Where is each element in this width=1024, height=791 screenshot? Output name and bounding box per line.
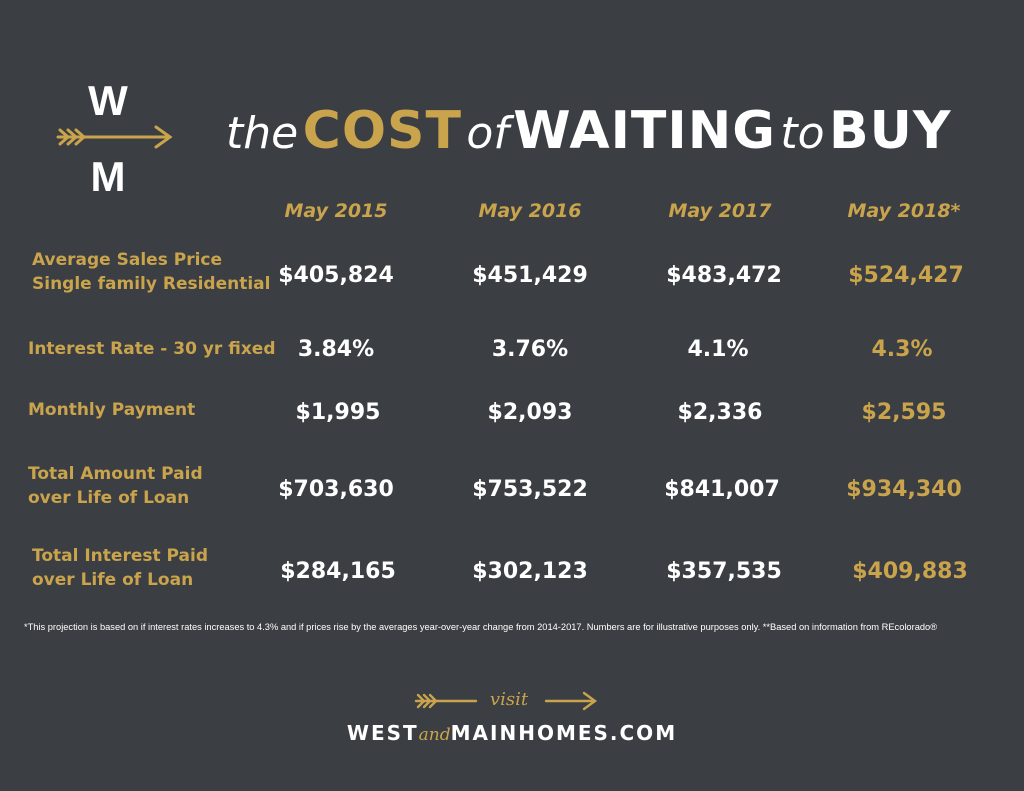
table-cell: $753,522 [472,477,588,502]
visit-banner: visit [414,686,604,716]
row-label: Monthly Payment [28,400,196,420]
table-cell: 3.84% [297,337,375,362]
visit-label: visit [489,689,529,710]
table-cell: $284,165 [280,559,396,584]
title-the: the [226,108,299,159]
title-buy: BUY [829,101,952,161]
year-header: May 2017 [668,200,772,222]
title-cost: COST [302,101,462,161]
table-cell: $405,824 [278,263,394,288]
table-cell: 3.76% [491,337,569,362]
website-mainhomes: MAINHOMES.COM [450,721,678,745]
arrow-right-icon [56,125,173,149]
table-cell: $302,123 [472,559,588,584]
row-label: Total Interest Paid over Life of Loan [32,546,208,590]
table-cell-projected: $409,883 [852,559,968,584]
logo-letter-m: M [90,153,126,200]
row-label: Total Amount Paid over Life of Loan [28,464,203,508]
website-and: and [418,725,451,745]
table-cell-projected: $524,427 [848,263,964,288]
table-cell: $703,630 [278,477,394,502]
wm-logo: W M [56,78,176,198]
table-cell: 4.1% [687,337,749,362]
table-cell: $1,995 [295,400,381,425]
table-cell: $483,472 [666,263,782,288]
title-waiting: WAITING [513,101,776,161]
year-header: May 2018* [847,200,961,222]
year-header-row: May 2015 May 2016 May 2017 May 2018* [0,196,1024,226]
row-label: Average Sales Price Single family Reside… [32,250,271,294]
row-label: Interest Rate - 30 yr fixed [28,339,276,359]
logo-letter-w: W [88,77,128,124]
table-cell: $357,535 [666,559,782,584]
year-header: May 2015 [284,200,388,222]
page-title: the COST of WAITING to BUY [226,96,1006,166]
table-cell-projected: 4.3% [871,337,933,362]
table-cell-projected: $2,595 [861,400,947,425]
title-of: of [466,108,509,159]
year-header: May 2016 [478,200,582,222]
website-link[interactable]: WESTandMAINHOMES.COM [312,716,712,752]
table-cell-projected: $934,340 [846,477,962,502]
footnote: *This projection is based on if interest… [24,622,938,632]
table-cell: $2,336 [677,400,763,425]
table-cell: $451,429 [472,263,588,288]
table-cell: $841,007 [664,477,780,502]
table-cell: $2,093 [487,400,573,425]
arrow-right-icon [414,691,598,711]
website-west: WEST [346,721,419,745]
title-to: to [780,108,825,159]
